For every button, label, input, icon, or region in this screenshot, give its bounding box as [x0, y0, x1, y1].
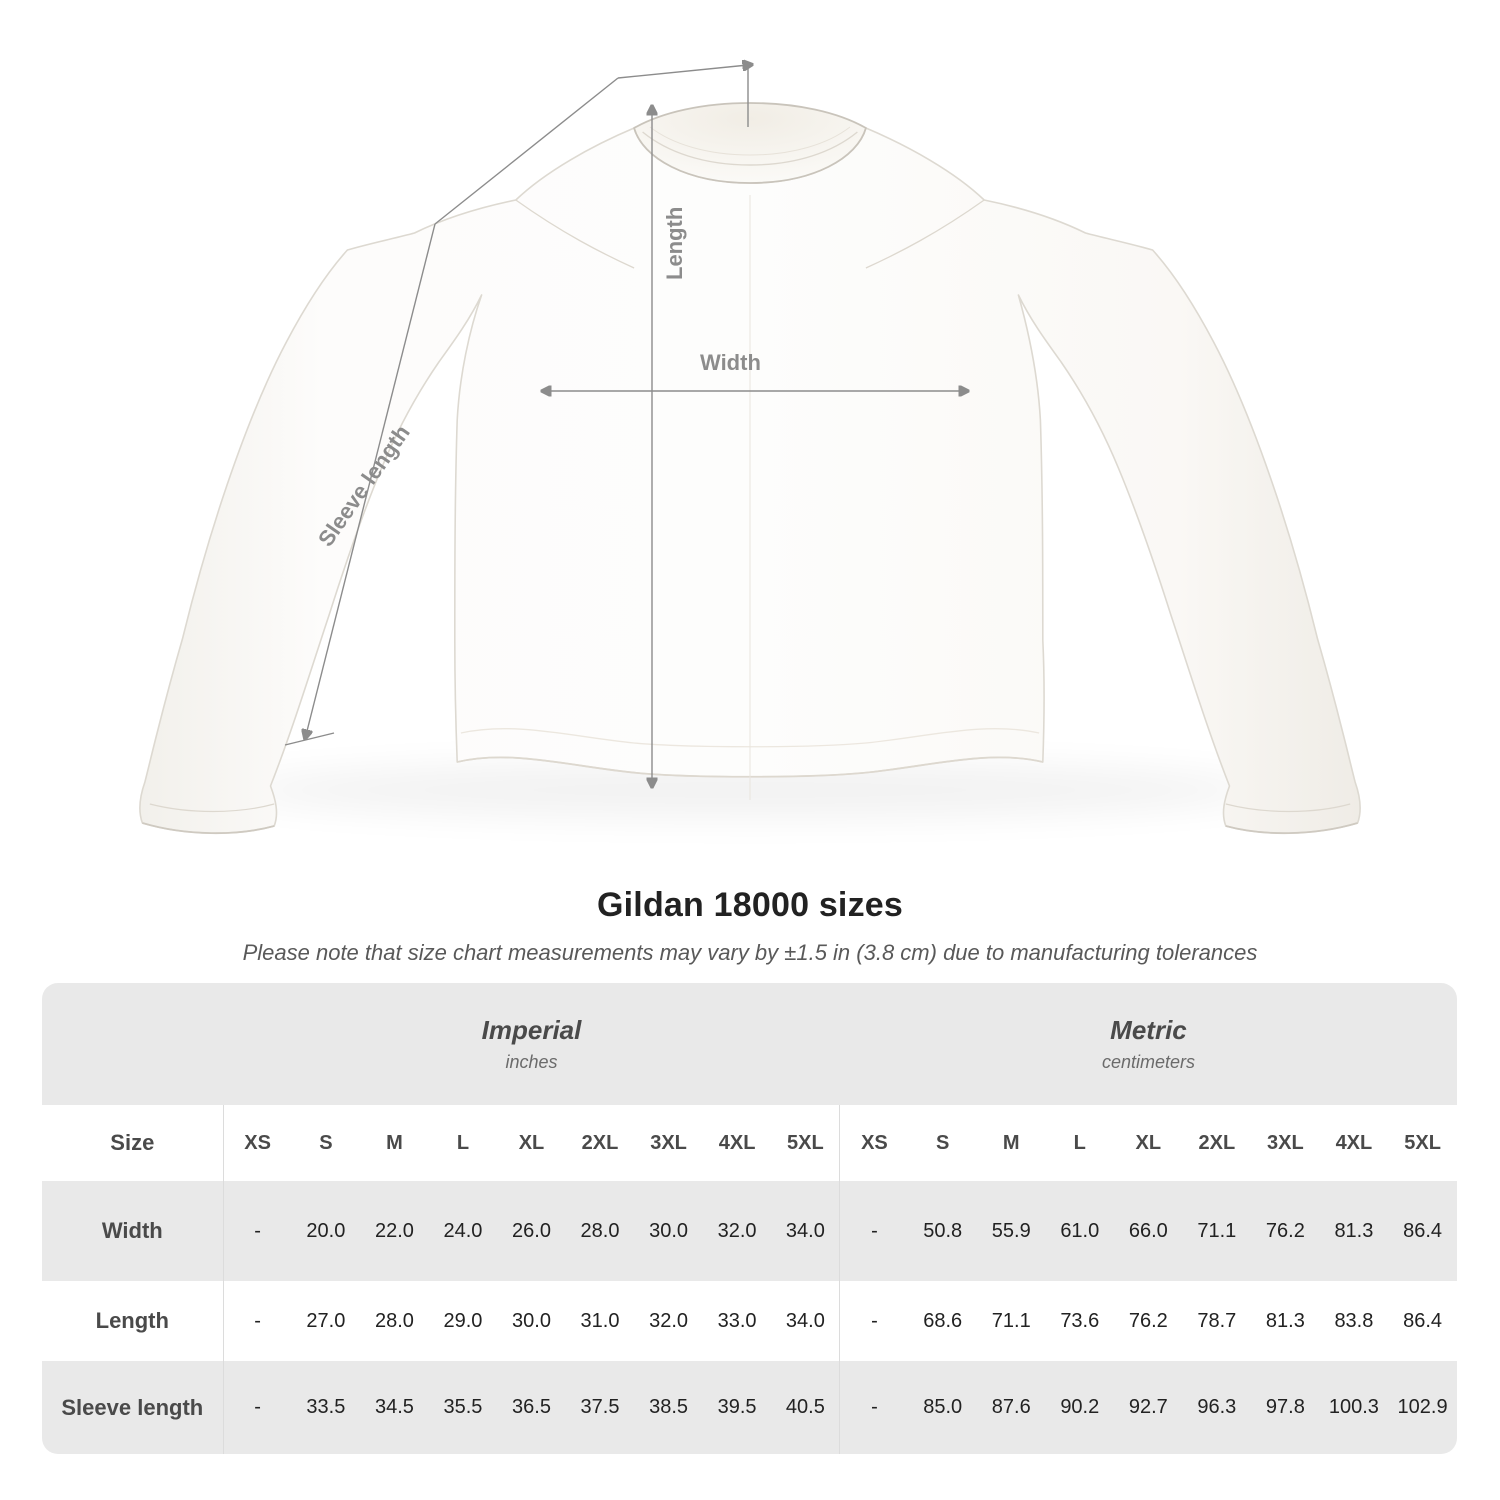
svg-text:Width: Width	[700, 350, 761, 375]
svg-text:Length: Length	[662, 207, 687, 280]
